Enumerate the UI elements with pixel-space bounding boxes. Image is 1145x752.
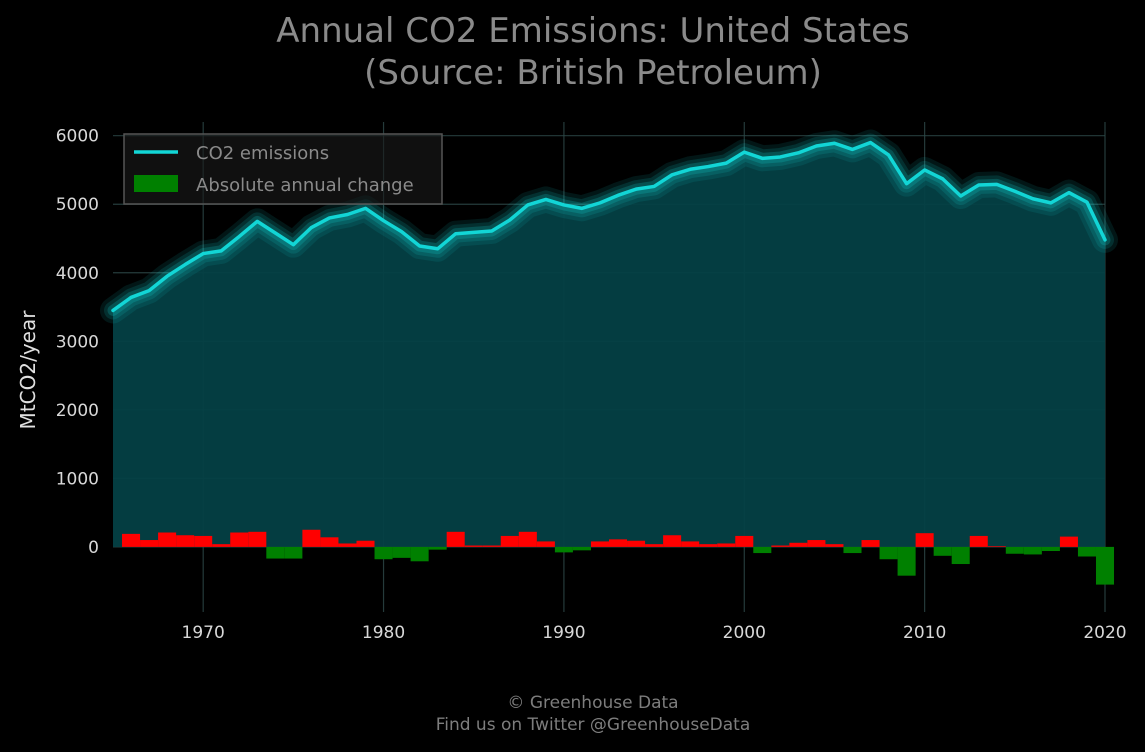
change-bar [428,546,447,550]
change-bar [969,535,988,547]
change-bar [915,533,934,547]
change-bar [1077,546,1096,557]
y-axis-label: MtCO2/year [16,310,40,430]
y-tick-label: 3000 [56,332,99,352]
legend-label-change: Absolute annual change [196,175,414,196]
line-layer [100,129,1118,324]
change-bar [536,541,555,547]
change-bar [392,546,411,558]
change-bar [681,541,700,547]
change-bar [338,543,357,547]
change-bar [518,531,537,547]
y-tick-label: 1000 [56,469,99,489]
change-bar [879,546,898,560]
x-tick-label: 2010 [903,623,946,643]
change-bar [554,546,573,553]
y-tick-label: 4000 [56,264,99,284]
x-tick-label: 1980 [362,623,405,643]
x-tick-label: 2000 [723,623,766,643]
footer-copyright: © Greenhouse Data [507,693,679,713]
legend: CO2 emissions Absolute annual change [123,133,443,205]
legend-label-co2: CO2 emissions [196,143,329,164]
change-bar [464,545,483,547]
change-bar [1023,546,1042,555]
change-bar [410,546,429,562]
y-tick-label: 6000 [56,127,99,147]
change-bar [735,535,754,547]
legend-box [123,133,443,205]
change-bar [446,531,465,547]
y-tick-label: 5000 [56,195,99,215]
change-bar [663,535,682,547]
change-bar [717,543,736,547]
change-bar [572,546,591,551]
change-bar [1005,546,1024,554]
change-bar [771,545,790,547]
change-bar [158,532,177,547]
change-bar [230,532,249,547]
chart-title-line1: Annual CO2 Emissions: United States [276,11,910,51]
change-bar [933,546,952,556]
x-tick-label: 2020 [1083,623,1126,643]
y-tick-label: 2000 [56,401,99,421]
emissions-line [111,140,1107,313]
change-bar [194,535,213,547]
change-bar [320,537,339,547]
change-bar [374,546,393,560]
change-bar [861,540,880,547]
change-bar [1059,536,1078,547]
change-bar [609,539,628,547]
y-tick-label: 0 [88,538,99,558]
x-tick-label: 1970 [182,623,225,643]
change-bar [356,540,375,547]
emissions-area [113,142,1105,547]
bar-layer [122,529,1115,585]
change-bar [627,540,646,547]
change-bar [789,542,808,547]
change-bar [500,535,519,547]
fill-layer [113,142,1105,547]
change-bar [266,546,285,559]
change-bar [140,540,159,547]
legend-bar-swatch [134,175,178,192]
x-tick-label: 1990 [542,623,585,643]
change-bar [645,544,664,547]
footer: © Greenhouse Data Find us on Twitter @Gr… [0,692,1145,736]
change-bar [212,544,231,547]
change-bar [987,546,1006,547]
change-bar [1095,546,1115,585]
change-bar [897,546,916,576]
change-bar [951,546,970,565]
change-bar [590,541,609,547]
change-bar [482,545,501,547]
change-bar [825,544,844,547]
axis-layer: 1970 1980 1990 2000 2010 2020 0 1000 2000 3000 400… [56,127,1127,643]
change-bar [284,546,303,559]
change-bar [122,533,141,547]
chart-title: Annual CO2 Emissions: United States (Sou… [0,10,1145,94]
change-bar [302,529,321,547]
change-bar [807,540,826,547]
footer-twitter: Find us on Twitter @GreenhouseData [435,715,751,735]
change-bar [699,544,718,547]
change-bar [176,535,195,547]
change-bar [248,531,267,547]
change-bar [843,546,862,554]
change-bar [1041,546,1060,552]
chart-title-line2: (Source: British Petroleum) [364,53,822,93]
change-bar [753,546,772,554]
